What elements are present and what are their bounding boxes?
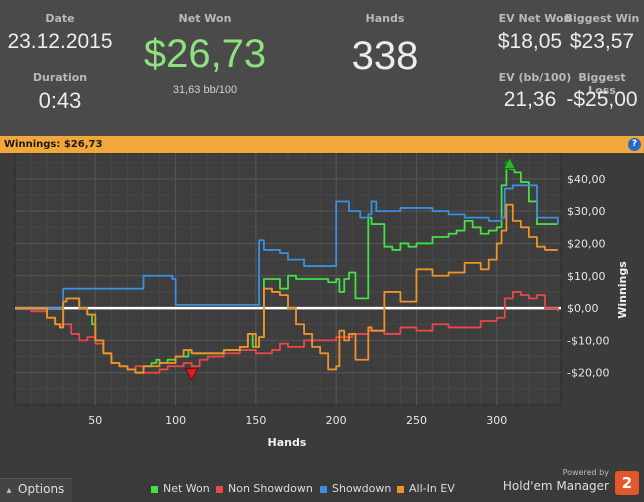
duration-value: 0:43 <box>38 88 82 113</box>
ev-netwon-value: $18,05 <box>497 30 563 53</box>
legend-non-showdown[interactable]: Non Showdown <box>216 482 313 495</box>
y-tick-label: $10,00 <box>567 270 606 283</box>
winnings-header: Winnings: $26,73 ? <box>0 136 644 153</box>
series-line-non-showdown <box>15 291 559 374</box>
legend-label: Showdown <box>332 482 392 495</box>
biggest-loss-label: Biggest Loss <box>578 71 626 97</box>
y-tick-label: $40,00 <box>567 173 606 186</box>
help-icon[interactable]: ? <box>628 138 641 151</box>
biggest-win-label: Biggest Win <box>564 12 640 25</box>
x-tick-label: 300 <box>486 414 507 427</box>
powered-by-text: Powered by <box>562 468 609 477</box>
x-tick-label: 150 <box>245 414 266 427</box>
legend-swatch-net-won <box>151 485 158 493</box>
x-axis: 50 100 150 200 250 300 <box>88 414 507 427</box>
min-marker <box>184 368 199 381</box>
ev-bb100-label: EV (bb/100) <box>498 71 572 84</box>
biggest-win-value: $23,57 <box>569 30 635 53</box>
chart-markers <box>184 156 517 381</box>
brand-badge-icon: 2 <box>615 471 639 495</box>
date-label: Date <box>45 12 75 25</box>
legend-label: Non Showdown <box>228 482 313 495</box>
ev-netwon-label: EV Net Won <box>498 12 572 25</box>
y-axis: $40,00 $30,00 $20,00 $10,00 $0,00 -$10,00 -$20… <box>567 173 609 380</box>
legend-net-won[interactable]: Net Won <box>151 482 210 495</box>
series-line-showdown <box>15 184 559 309</box>
date-value: 23.12.2015 <box>7 30 113 53</box>
legend-all-in-ev[interactable]: All-In EV <box>397 482 455 495</box>
legend-swatch-showdown <box>320 485 327 493</box>
biggest-loss-value: -$25,00 <box>566 88 638 111</box>
x-tick-label: 50 <box>88 414 102 427</box>
y-tick-label: $30,00 <box>567 205 606 218</box>
y-tick-label: $20,00 <box>567 237 606 250</box>
netwon-label: Net Won <box>178 12 232 25</box>
netwon-bb100: 31,63 bb/100 <box>172 84 238 96</box>
duration-label: Duration <box>32 71 88 84</box>
brand-logo: Powered by Hold'em Manager 2 <box>503 468 639 501</box>
stats-panel: Date 23.12.2015 Duration 0:43 Net Won $2… <box>0 0 644 136</box>
legend-label: All-In EV <box>409 482 455 495</box>
max-marker <box>502 156 517 170</box>
y-tick-label: -$10,00 <box>567 334 609 347</box>
ev-bb100-value: 21,36 <box>503 88 557 111</box>
hands-value: 338 <box>351 34 419 78</box>
legend-swatch-all-in-ev <box>397 485 404 493</box>
x-axis-label: Hands <box>268 436 307 449</box>
legend-showdown[interactable]: Showdown <box>320 482 391 495</box>
winnings-title: Winnings: $26,73 <box>4 139 103 150</box>
chart-svg: 50 100 150 200 250 300 $40,00 $30,00 $20,00 $10,… <box>14 153 629 449</box>
y-axis-label: Winnings <box>616 261 629 319</box>
options-label: Options <box>18 482 65 496</box>
options-button[interactable]: ▴ Options <box>0 478 72 502</box>
winnings-chart: 50 100 150 200 250 300 $40,00 $30,00 $20,00 $10,… <box>0 153 644 478</box>
x-tick-label: 200 <box>326 414 347 427</box>
series-lines <box>15 161 559 374</box>
bottom-bar: ▴ Options Net Won Non Showdown Showdown A… <box>0 468 644 502</box>
x-tick-label: 250 <box>406 414 427 427</box>
legend-swatch-non-showdown <box>216 485 223 493</box>
series-line-allin-ev <box>15 203 558 374</box>
brand-name: Hold'em Manager <box>502 479 609 493</box>
legend-label: Net Won <box>163 482 210 495</box>
x-tick-label: 100 <box>165 414 186 427</box>
y-tick-label: $0,00 <box>567 302 599 315</box>
chevron-up-icon: ▴ <box>6 485 12 496</box>
netwon-value: $26,73 <box>143 32 267 76</box>
y-tick-label: -$20,00 <box>567 367 609 380</box>
hands-label: Hands <box>365 12 405 25</box>
